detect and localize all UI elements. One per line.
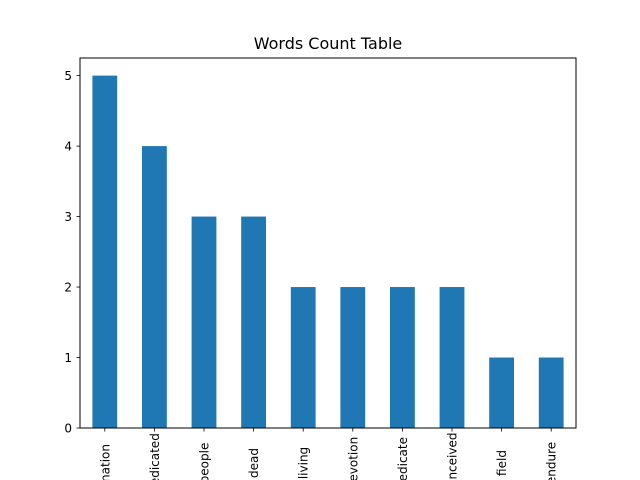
y-tick-label: 3 [64,210,72,224]
y-tick-label: 4 [64,140,72,154]
chart-title: Words Count Table [254,34,403,53]
bar-people [191,216,217,428]
bar-dedicate [390,287,415,428]
x-tick-label: dedicated [148,433,162,480]
bar-dedicated [142,146,167,428]
y-tick-label: 0 [64,422,72,436]
bar-conceived [439,287,465,428]
x-axis: nation dedicated people dead living devotion d… [98,428,559,480]
x-tick-label: field [495,450,509,476]
y-axis: 0 1 2 3 4 5 [64,69,80,436]
bar-devotion [340,287,366,428]
bar-field [489,357,514,428]
bars-group [92,75,564,429]
x-tick-label: people [198,443,212,480]
x-tick-label: conceived [446,433,460,480]
x-tick-label: living [297,447,311,479]
y-tick-label: 5 [64,69,72,83]
y-tick-label: 1 [64,351,72,365]
y-tick-label: 2 [64,281,72,295]
x-tick-label: devotion [346,437,360,480]
bar-dead [241,216,266,428]
x-tick-label: endure [545,442,559,480]
plot-frame [79,57,577,429]
x-tick-label: nation [98,444,112,480]
x-tick-label: dead [247,448,261,478]
bar-living [290,287,316,428]
bar-endure [538,357,564,428]
x-tick-label: dedicate [396,437,410,480]
bar-nation [92,75,118,429]
